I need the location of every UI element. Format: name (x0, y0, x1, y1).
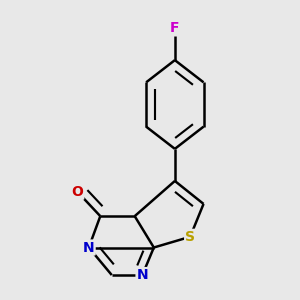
Text: N: N (83, 241, 94, 254)
Text: O: O (71, 185, 83, 199)
Text: N: N (136, 268, 148, 282)
Text: F: F (170, 21, 180, 35)
Text: S: S (185, 230, 195, 244)
